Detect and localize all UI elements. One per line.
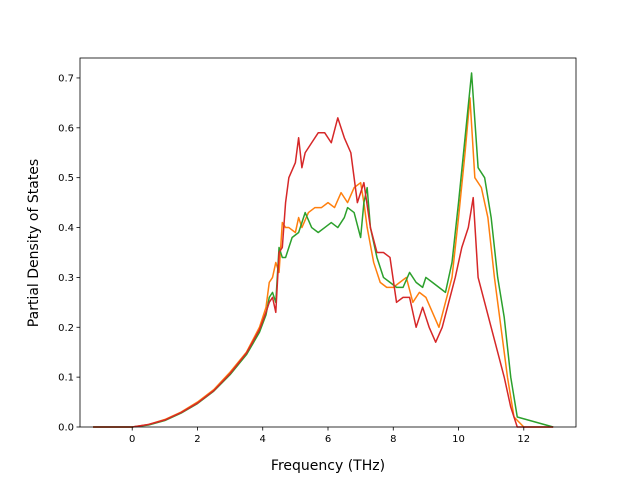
plot-area: [80, 58, 576, 427]
plot-background: [80, 58, 576, 427]
y-tick-label: 0.0: [58, 423, 74, 434]
x-axis-label: Frequency (THz): [271, 458, 385, 474]
y-tick-label: 0.7: [58, 73, 74, 84]
y-tick-label: 0.6: [58, 123, 74, 134]
x-tick-label: 6: [325, 434, 331, 445]
y-axis-label: Partial Density of States: [26, 159, 42, 327]
x-tick-label: 4: [260, 434, 266, 445]
y-tick-label: 0.3: [58, 273, 74, 284]
series-line-3: [93, 117, 554, 428]
y-tick-label: 0.2: [58, 323, 74, 334]
x-tick-label: 12: [517, 434, 530, 445]
series-line-2: [93, 72, 554, 428]
series-layer: [93, 72, 554, 428]
y-tick-label: 0.1: [58, 373, 74, 384]
x-tick-label: 0: [129, 434, 135, 445]
y-tick-label: 0.5: [58, 173, 74, 184]
axes-layer: 0 2 4 6 8 10 12 0.0 0.1 0.2 0.3 0.4 0.5 0.6 0.7: [58, 57, 577, 445]
x-tick-label: 2: [194, 434, 200, 445]
x-tick-label: 10: [452, 434, 465, 445]
series-line-1: [93, 97, 554, 428]
x-tick-label: 8: [390, 434, 396, 445]
y-tick-label: 0.4: [58, 223, 74, 234]
